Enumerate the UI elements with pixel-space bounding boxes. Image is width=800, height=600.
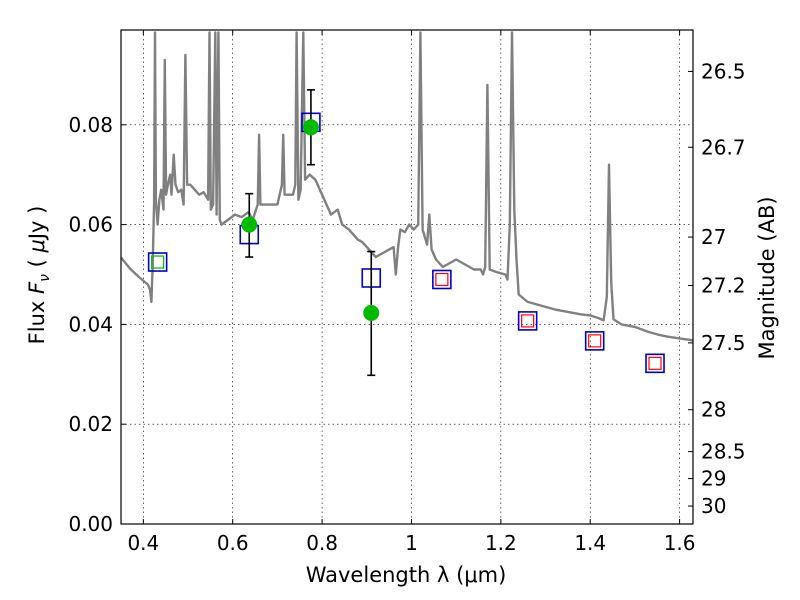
y-axis-label: Flux Fν ( μJy ) [25,206,53,345]
y-axis-label-prefix: Flux [25,294,49,344]
y-tick-label: 0.08 [68,113,113,137]
y-axis-label-f: F [25,281,49,294]
y-tick-label: 0.00 [68,512,113,536]
right-tick-label: 26.7 [701,135,746,159]
right-tick-label: 26.5 [701,59,746,83]
x-tick-label: 1.4 [574,531,606,555]
right-tick-label: 27.2 [701,273,746,297]
model-photometry-marker [147,252,168,272]
x-tick-label: 1 [405,531,418,555]
plot-frame [120,29,694,525]
model-spectrum-line [121,31,693,342]
right-axis-label: Magnitude (AB) [755,196,779,359]
y-axis-label-paren: ( [25,253,49,275]
y-axis-label-mu: μ [25,239,49,253]
tick-labels: 0.4 0.6 0.8 1 1.2 1.4 1.6 0.00 0.02 0.04 0.06 0.08 2… [68,59,745,555]
plot-area [121,31,693,377]
band-flux-marker [521,314,535,328]
y-tick-label: 0.04 [68,312,113,336]
model-photometry-marker [584,331,605,351]
model-photometry-marker [432,269,452,290]
x-tick-label: 1.2 [485,531,517,555]
right-tick-label: 28 [701,398,726,422]
ticks [121,30,693,525]
right-tick-label: 27 [701,225,726,249]
right-tick-label: 30 [701,494,726,518]
right-tick-label: 29 [701,467,726,491]
x-axis-label: Wavelength λ (μm) [306,563,507,587]
observed-flux-point [302,119,319,136]
y-tick-label: 0.02 [68,412,113,436]
x-tick-label: 0.8 [306,531,338,555]
x-tick-label: 0.4 [127,531,159,555]
band-flux-marker [151,255,165,269]
band-flux-marker [588,334,602,348]
band-flux-marker [648,356,662,370]
band-flux-marker [435,272,449,287]
y-axis-label-unit: Jy ) [25,206,49,242]
right-tick-label: 27.5 [701,331,746,355]
observed-flux-point [241,216,258,233]
model-photometry-marker [517,311,538,331]
model-photometry-marker [645,353,665,374]
right-tick-label: 28.5 [701,440,746,464]
y-tick-label: 0.06 [68,213,113,237]
x-tick-label: 1.6 [664,531,696,555]
y-axis-label-nu: ν [37,274,53,282]
x-tick-label: 0.6 [217,531,249,555]
observed-flux-point [363,304,380,321]
